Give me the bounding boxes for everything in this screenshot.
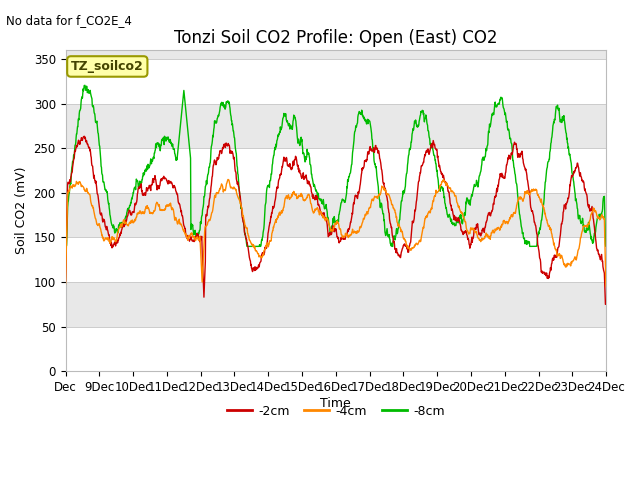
Bar bbox=[65, 282, 606, 326]
Title: Tonzi Soil CO2 Profile: Open (East) CO2: Tonzi Soil CO2 Profile: Open (East) CO2 bbox=[174, 29, 497, 48]
X-axis label: Time: Time bbox=[321, 396, 351, 409]
Bar bbox=[65, 238, 606, 282]
Bar bbox=[65, 193, 606, 238]
Y-axis label: Soil CO2 (mV): Soil CO2 (mV) bbox=[15, 167, 28, 254]
Text: TZ_soilco2: TZ_soilco2 bbox=[71, 60, 144, 73]
Bar bbox=[65, 104, 606, 148]
Bar bbox=[65, 148, 606, 193]
Legend: -2cm, -4cm, -8cm: -2cm, -4cm, -8cm bbox=[221, 400, 450, 422]
Bar bbox=[65, 59, 606, 104]
Bar bbox=[65, 326, 606, 371]
Text: No data for f_CO2E_4: No data for f_CO2E_4 bbox=[6, 14, 132, 27]
